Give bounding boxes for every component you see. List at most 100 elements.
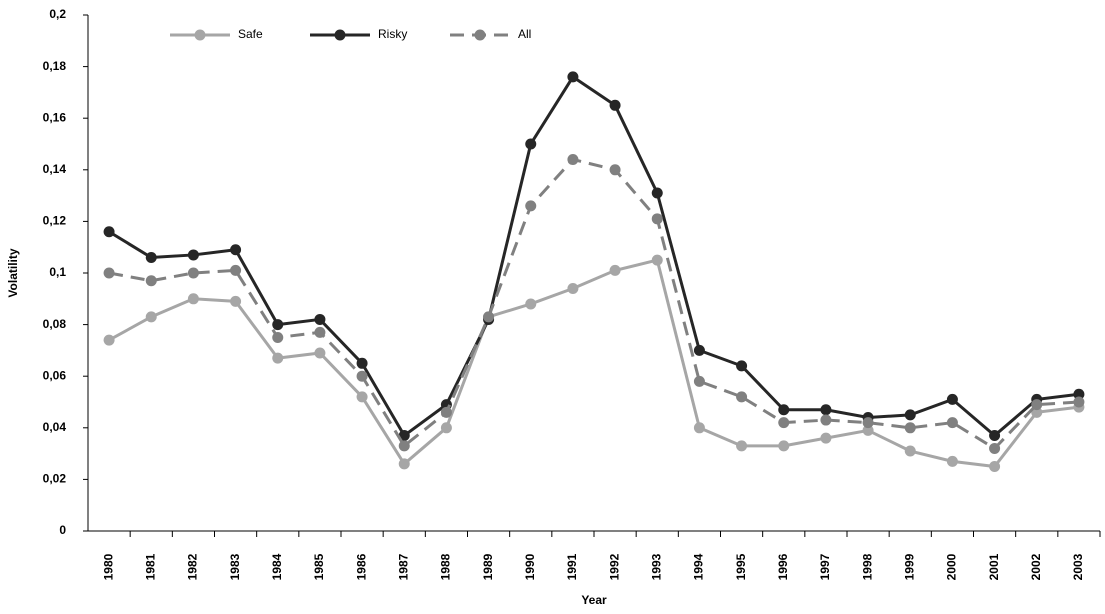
x-tick-label: 1987 [396,553,410,580]
data-point [904,422,916,434]
y-tick-label: 0,02 [43,472,67,486]
y-tick-label: 0,16 [43,110,67,124]
x-tick-label: 1998 [860,553,874,580]
legend-marker [334,29,346,41]
y-tick-label: 0,08 [43,317,67,331]
legend-marker [474,29,486,41]
data-point [778,417,790,429]
data-point [230,295,242,307]
data-point [272,319,284,331]
data-point [946,417,958,429]
x-tick-label: 1991 [565,553,579,580]
y-tick-label: 0 [59,523,66,537]
x-tick-label: 1996 [776,553,790,580]
data-point [609,264,621,276]
data-point [989,461,1001,472]
data-point [778,404,790,416]
data-point [736,360,748,372]
data-point [609,164,621,176]
legend-label: All [518,27,531,41]
data-point [356,357,368,369]
x-tick-label: 1985 [312,553,326,580]
data-point [567,282,579,294]
data-point [525,200,537,212]
legend-label: Safe [238,27,263,41]
x-tick-label: 1994 [692,553,706,580]
data-point [693,344,705,356]
data-point [187,249,199,261]
data-point [103,334,115,346]
legend-marker [194,29,206,41]
data-point [567,71,579,83]
data-point [187,293,199,305]
y-tick-label: 0,12 [43,214,67,228]
data-point [272,332,284,343]
data-point [989,430,1001,442]
data-point [1073,396,1085,408]
data-point [651,254,663,266]
data-point [314,326,326,338]
data-point [272,352,284,364]
data-point [230,264,242,276]
data-point [989,442,1001,454]
data-point [736,440,748,452]
data-point [314,347,326,359]
data-point [1031,399,1043,411]
data-point [398,430,410,442]
data-point [314,313,326,325]
data-point [567,153,579,165]
data-point [1073,388,1085,400]
y-tick-label: 0,04 [43,420,67,434]
data-point [145,252,157,264]
data-point [356,370,368,382]
y-tick-label: 0,06 [43,368,67,382]
data-point [651,187,663,199]
series-line [108,258,1080,469]
x-tick-label: 2000 [945,553,959,580]
x-tick-label: 2001 [987,553,1001,580]
x-tick-label: 2002 [1029,553,1043,580]
x-tick-label: 1982 [186,553,200,580]
x-tick-label: 1992 [607,553,621,580]
x-tick-label: 1997 [818,553,832,580]
data-point [187,267,199,279]
series-line [108,74,1080,438]
data-point [483,311,495,323]
data-point [398,440,410,452]
data-point [145,311,157,323]
data-point [693,375,705,387]
x-tick-label: 1990 [523,553,537,580]
x-tick-label: 1984 [270,553,284,580]
data-point [230,244,242,256]
y-tick-label: 0,18 [43,59,67,73]
data-point [820,414,832,426]
data-point [525,298,537,310]
data-point [398,458,410,470]
data-point [693,422,705,434]
series-line [108,157,1080,451]
data-point [862,424,874,436]
y-tick-label: 0,2 [49,7,66,21]
data-point [440,406,452,418]
data-point [525,138,537,150]
data-point [103,267,115,279]
data-point [651,213,663,225]
y-axis-label: Volatility [6,248,20,297]
x-tick-label: 1995 [734,553,748,580]
data-point [946,393,958,405]
data-point [778,440,790,452]
data-point [103,226,115,238]
data-point [862,417,874,429]
x-tick-label: 1988 [439,553,453,580]
x-axis-label: Year [581,593,607,607]
x-tick-label: 1999 [902,553,916,580]
legend-label: Risky [378,27,407,41]
data-point [145,275,157,287]
y-tick-label: 0,1 [49,265,66,279]
data-point [356,391,368,403]
data-point [904,445,916,457]
data-point [904,409,916,421]
x-tick-label: 1981 [143,553,157,580]
x-tick-label: 1986 [354,553,368,580]
